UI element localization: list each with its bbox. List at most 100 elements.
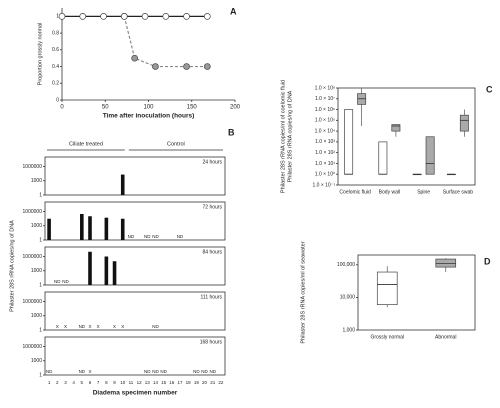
y-tick-label: 0.4 (52, 64, 59, 70)
y-tick-label: 1000000 (23, 344, 43, 350)
bar (80, 213, 84, 240)
y-tick-label: 1.0 × 10³ (315, 139, 335, 145)
x-tick-label: Surface swab (443, 189, 474, 195)
marker-label: X (64, 324, 67, 329)
marker-label: ND (209, 369, 216, 374)
bar (104, 217, 109, 240)
box (425, 136, 435, 175)
panel-label: 84 hours (203, 249, 223, 255)
x-tick-label: 12 (137, 380, 143, 385)
y-tick-label: 1 (39, 282, 42, 288)
x-tick-label: Abnormal (435, 334, 456, 340)
marker-label: ND (128, 234, 135, 239)
bar (88, 251, 92, 285)
point (162, 13, 170, 20)
y-tick-label: 1 (39, 327, 42, 333)
y-tick-label: 1000 (31, 358, 42, 364)
x-tick-label: 20 (202, 380, 208, 385)
marker-label: ND (54, 279, 61, 284)
y-tick-label: 1000 (31, 178, 42, 184)
y-tick-label: 1000 (31, 223, 42, 229)
marker-label: X (97, 324, 100, 329)
point (120, 13, 128, 20)
panel-frame (44, 156, 226, 196)
x-tick-label: Coelomic fluid (339, 189, 371, 195)
bar (120, 218, 125, 240)
bar (88, 216, 92, 240)
x-tick-label: 5 (81, 380, 84, 385)
marker-label: ND (201, 369, 208, 374)
y-axis-label: Philaster 28S rRNA copies/ml of seawater (300, 241, 306, 343)
point (203, 13, 211, 20)
x-tick-label: 18 (186, 380, 192, 385)
y-axis-label: Proportion grossly normal (37, 23, 43, 86)
panel-label: 111 hours (201, 294, 223, 300)
x-tick-label: 3 (64, 380, 67, 385)
y-tick-label: 1.0 × 10⁻¹ (312, 182, 335, 188)
y-tick-label: 1.0 × 10⁴ (315, 128, 335, 134)
x-tick-label: 14 (153, 380, 159, 385)
x-tick-label: 21 (210, 380, 216, 385)
point (131, 54, 139, 62)
panel-frame (44, 201, 226, 241)
y-tick-label: 0.6 (52, 47, 59, 53)
x-tick-label: 6 (89, 380, 92, 385)
y-tick-label: 0.2 (52, 81, 59, 87)
y-tick-label: 0.8 (52, 30, 59, 36)
x-tick-label: 8 (105, 380, 108, 385)
marker-label: ND (62, 279, 69, 284)
point (141, 13, 149, 20)
marker-label: ND (46, 369, 53, 374)
x-tick-label: 50 (102, 105, 109, 111)
x-tick-label: 9 (113, 380, 116, 385)
y-tick-label: 1.0 × 10⁰ (315, 172, 335, 178)
marker-label: ND (144, 234, 151, 239)
x-tick-label: 10 (120, 380, 126, 385)
y-tick-label: 1.0 × 10⁶ (315, 107, 335, 113)
group-label: Ciliate treated (69, 141, 103, 147)
box (378, 141, 388, 175)
bar (120, 174, 125, 195)
marker-label: ND (79, 369, 86, 374)
y-tick-label: 1000000 (23, 209, 43, 215)
panel-letter: D (484, 256, 491, 266)
x-tick-label: 7 (97, 380, 100, 385)
y-tick-label: 1000000 (23, 299, 43, 305)
x-tick-label: 13 (145, 380, 151, 385)
y-tick-label: 1.0 × 10⁸ (315, 85, 335, 91)
x-tick-label: 15 (161, 380, 167, 385)
x-axis-label: Time after inoculation (hours) (103, 113, 195, 120)
y-tick-label: 1.0 × 10¹ (315, 161, 335, 167)
panel-frame (44, 246, 226, 286)
group-label: Control (167, 141, 185, 147)
point (79, 13, 87, 20)
marker-label: ND (152, 324, 159, 329)
marker-label: X (88, 369, 91, 374)
panel-frame (44, 336, 226, 376)
y-tick-label: 1000 (31, 268, 42, 274)
point (58, 13, 66, 20)
x-tick-label: 4 (72, 380, 75, 385)
panel-letter: C (486, 84, 493, 94)
bar (47, 218, 51, 240)
y-tick-label: 1000 (31, 313, 42, 319)
y-tick-label: 1 (39, 237, 42, 243)
box (344, 109, 354, 175)
marker-label: X (88, 324, 91, 329)
plot-frame (357, 254, 476, 331)
y-axis-label: Philaster 28S rRNA copies/ml of coelomic… (280, 80, 286, 193)
marker-label: ND (160, 369, 167, 374)
panel-letter: B (228, 127, 235, 137)
panel-label: 72 hours (203, 204, 223, 210)
point (183, 63, 190, 70)
point (152, 63, 159, 70)
x-tick-label: 1 (48, 380, 51, 385)
panel-frame (44, 291, 226, 331)
y-tick-label: 0 (56, 97, 59, 103)
bar (104, 256, 109, 285)
axes (61, 8, 235, 101)
x-tick-label: 200 (230, 105, 241, 111)
x-tick-label: Body wall (379, 189, 400, 195)
marker-label: ND (177, 234, 184, 239)
